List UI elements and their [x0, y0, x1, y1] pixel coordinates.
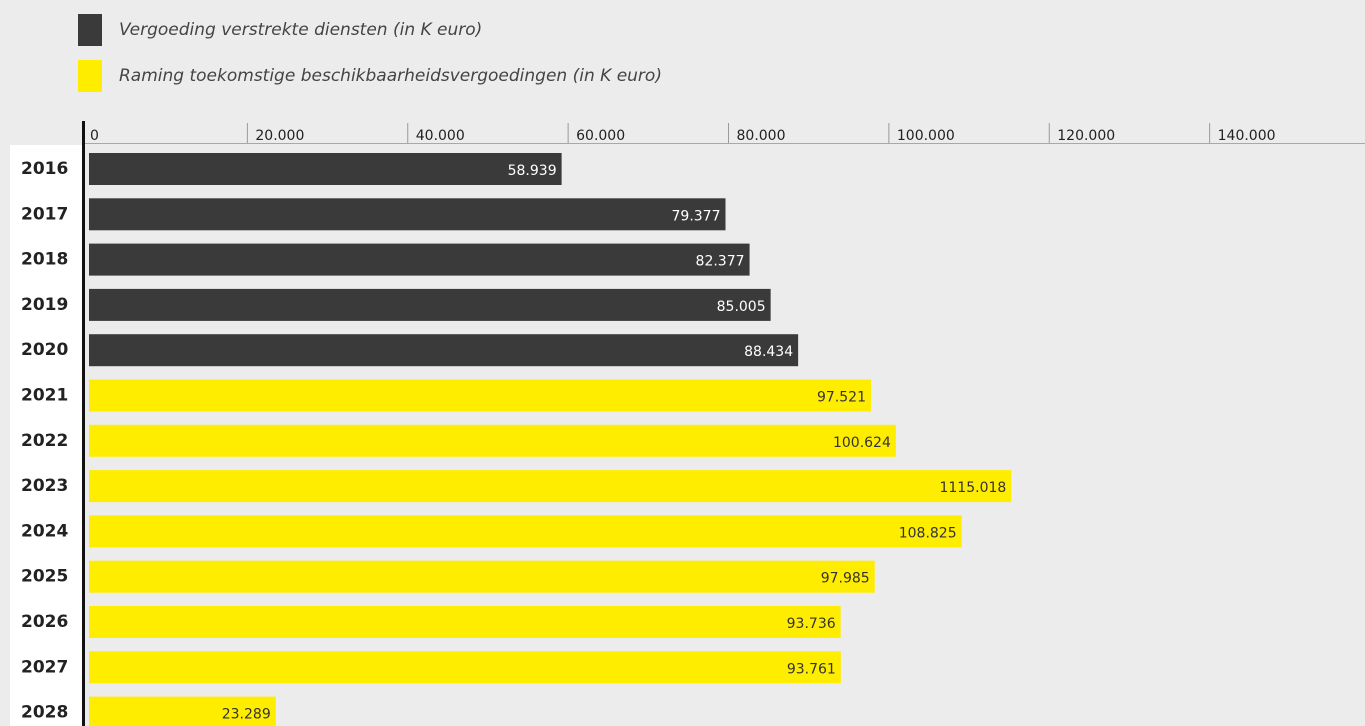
bar-2025 [89, 560, 875, 593]
year-label-2016: 2016 [21, 159, 68, 179]
year-label-2023: 2023 [21, 476, 68, 496]
value-label-2026: 93.736 [787, 616, 836, 632]
x-tick-label-6: 120.000 [1057, 128, 1115, 144]
year-label-2026: 2026 [21, 612, 68, 632]
legend-item-vergoeding: Vergoeding verstrekte diensten (in K eur… [78, 14, 482, 46]
value-label-2022: 100.624 [833, 435, 891, 451]
value-label-2019: 85.005 [717, 299, 766, 315]
value-label-2017: 79.377 [672, 208, 721, 224]
legend-swatch-yellow [78, 60, 102, 92]
x-tick-label-5: 100.000 [897, 128, 955, 144]
bar-2021 [89, 379, 871, 412]
bar-2016 [89, 153, 562, 185]
year-label-2024: 2024 [21, 521, 68, 541]
value-label-2027: 93.761 [787, 661, 836, 677]
bar-2022 [89, 424, 896, 457]
year-label-column [10, 145, 82, 726]
bar-2024 [89, 515, 962, 548]
legend-item-raming: Raming toekomstige beschikbaarheidsvergo… [78, 60, 662, 92]
bar-2028 [89, 696, 276, 726]
year-label-2019: 2019 [21, 295, 68, 315]
legend-swatch-dark [78, 14, 102, 46]
bar-2020 [89, 334, 799, 367]
year-label-2021: 2021 [21, 386, 68, 406]
x-tick-label-1: 20.000 [255, 128, 304, 144]
value-label-2018: 82.377 [696, 254, 745, 270]
x-tick-label-7: 140.000 [1218, 128, 1276, 144]
y-axis-line [82, 121, 85, 726]
year-label-2027: 2027 [21, 657, 68, 677]
value-label-2016: 58.939 [508, 163, 557, 179]
value-label-2028: 23.289 [222, 707, 271, 723]
legend-label-raming: Raming toekomstige beschikbaarheidsvergo… [119, 66, 662, 86]
value-label-2025: 97.985 [821, 571, 870, 587]
x-tick-label-0: 0 [90, 128, 99, 144]
x-tick-label-3: 60.000 [576, 128, 625, 144]
x-tick-label-4: 80.000 [737, 128, 786, 144]
year-label-2022: 2022 [21, 431, 68, 451]
bar-2026 [89, 606, 841, 638]
year-label-2028: 2028 [21, 703, 68, 723]
value-label-2023: 1115.018 [939, 480, 1006, 496]
year-label-2020: 2020 [21, 340, 68, 360]
value-label-2021: 97.521 [817, 390, 866, 406]
year-label-2017: 2017 [21, 204, 68, 224]
x-axis-line [85, 143, 1365, 144]
bar-2017 [89, 198, 726, 231]
value-label-2020: 88.434 [744, 344, 793, 360]
bar-2019 [89, 288, 771, 321]
value-label-2024: 108.825 [899, 525, 957, 541]
x-tick-label-2: 40.000 [416, 128, 465, 144]
year-label-2025: 2025 [21, 567, 68, 587]
bar-2023 [89, 470, 1012, 503]
bar-2018 [89, 243, 750, 276]
bar-2027 [89, 651, 841, 684]
year-label-2018: 2018 [21, 250, 68, 270]
legend-label-vergoeding: Vergoeding verstrekte diensten (in K eur… [119, 20, 483, 40]
